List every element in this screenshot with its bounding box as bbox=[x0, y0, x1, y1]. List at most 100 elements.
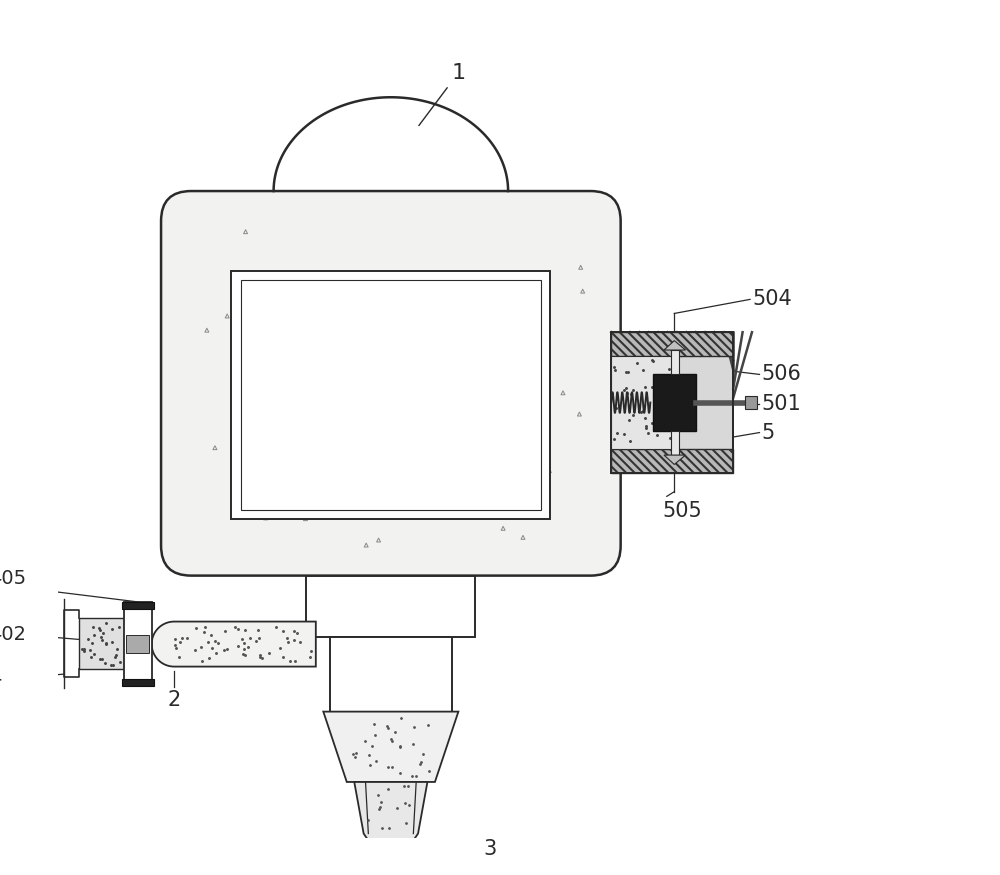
Point bbox=[392, 740, 408, 754]
Point bbox=[401, 798, 417, 812]
Point bbox=[307, 416, 323, 430]
Point bbox=[109, 642, 125, 656]
Point bbox=[289, 626, 305, 640]
Point bbox=[629, 356, 645, 370]
Point bbox=[644, 354, 660, 367]
Point bbox=[86, 647, 102, 661]
Point bbox=[373, 795, 389, 809]
Point bbox=[618, 382, 634, 396]
Point bbox=[216, 642, 232, 656]
Point bbox=[635, 363, 651, 377]
Point bbox=[80, 633, 96, 647]
Point bbox=[171, 650, 187, 664]
Point bbox=[313, 273, 329, 287]
Point bbox=[210, 636, 226, 650]
Point bbox=[369, 444, 385, 458]
Point bbox=[381, 821, 397, 835]
Point bbox=[380, 721, 396, 735]
Point bbox=[84, 636, 100, 650]
Bar bbox=[231, 270, 550, 520]
Point bbox=[363, 503, 379, 517]
Point bbox=[456, 501, 472, 515]
Point bbox=[457, 284, 473, 298]
Text: 405: 405 bbox=[0, 569, 27, 588]
Bar bbox=[671, 350, 679, 374]
Point bbox=[660, 374, 676, 388]
Point bbox=[384, 734, 400, 748]
Point bbox=[297, 512, 313, 526]
Point bbox=[337, 422, 353, 436]
Point bbox=[237, 623, 253, 637]
Bar bbox=[611, 450, 733, 472]
Bar bbox=[611, 332, 733, 355]
Bar bbox=[306, 576, 475, 637]
Point bbox=[638, 421, 654, 435]
Text: 402: 402 bbox=[0, 626, 26, 644]
Point bbox=[384, 760, 400, 774]
Point bbox=[258, 511, 274, 525]
Point bbox=[230, 640, 246, 654]
Point bbox=[302, 650, 318, 664]
Point bbox=[324, 406, 340, 420]
Point bbox=[620, 365, 636, 379]
Point bbox=[405, 357, 421, 371]
Point bbox=[513, 290, 529, 304]
Point bbox=[371, 802, 387, 816]
Polygon shape bbox=[323, 711, 458, 782]
Point bbox=[219, 309, 235, 323]
Point bbox=[555, 386, 571, 400]
Point bbox=[372, 800, 388, 814]
Point bbox=[268, 620, 284, 634]
Point bbox=[250, 623, 266, 637]
Point bbox=[541, 464, 557, 478]
Point bbox=[358, 491, 374, 505]
Bar bbox=[122, 679, 154, 686]
Point bbox=[392, 766, 408, 780]
Text: 506: 506 bbox=[761, 364, 801, 384]
Point bbox=[413, 755, 429, 769]
Point bbox=[251, 631, 267, 645]
Bar bbox=[126, 634, 149, 654]
Point bbox=[487, 470, 503, 484]
Point bbox=[370, 788, 386, 802]
Point bbox=[357, 734, 373, 748]
Point bbox=[367, 729, 383, 743]
Point bbox=[200, 634, 216, 648]
Point bbox=[219, 642, 235, 656]
Point bbox=[358, 538, 374, 552]
Point bbox=[415, 747, 431, 761]
Point bbox=[637, 411, 653, 425]
Point bbox=[622, 434, 638, 448]
Point bbox=[252, 648, 268, 662]
Point bbox=[108, 648, 124, 662]
Point bbox=[392, 739, 408, 753]
Point bbox=[234, 632, 250, 646]
Point bbox=[607, 362, 623, 376]
Point bbox=[243, 358, 259, 372]
Point bbox=[368, 753, 384, 767]
Bar bbox=[241, 280, 541, 510]
Point bbox=[380, 782, 396, 796]
Point bbox=[667, 368, 683, 382]
Text: 1: 1 bbox=[452, 63, 466, 83]
Point bbox=[637, 381, 653, 395]
Point bbox=[462, 322, 478, 336]
Point bbox=[207, 441, 223, 455]
Point bbox=[571, 407, 587, 421]
Point bbox=[172, 634, 188, 648]
Point bbox=[420, 718, 436, 732]
Point bbox=[649, 428, 665, 442]
Point bbox=[252, 649, 268, 663]
Point bbox=[441, 355, 457, 369]
Bar bbox=[671, 430, 679, 455]
Point bbox=[633, 405, 649, 419]
Point bbox=[261, 647, 277, 661]
Polygon shape bbox=[664, 340, 686, 350]
Point bbox=[197, 620, 213, 634]
Bar bbox=[653, 374, 696, 430]
Point bbox=[203, 628, 219, 642]
Point bbox=[98, 636, 114, 650]
Point bbox=[380, 760, 396, 774]
Point bbox=[606, 360, 622, 374]
Point bbox=[76, 644, 92, 658]
